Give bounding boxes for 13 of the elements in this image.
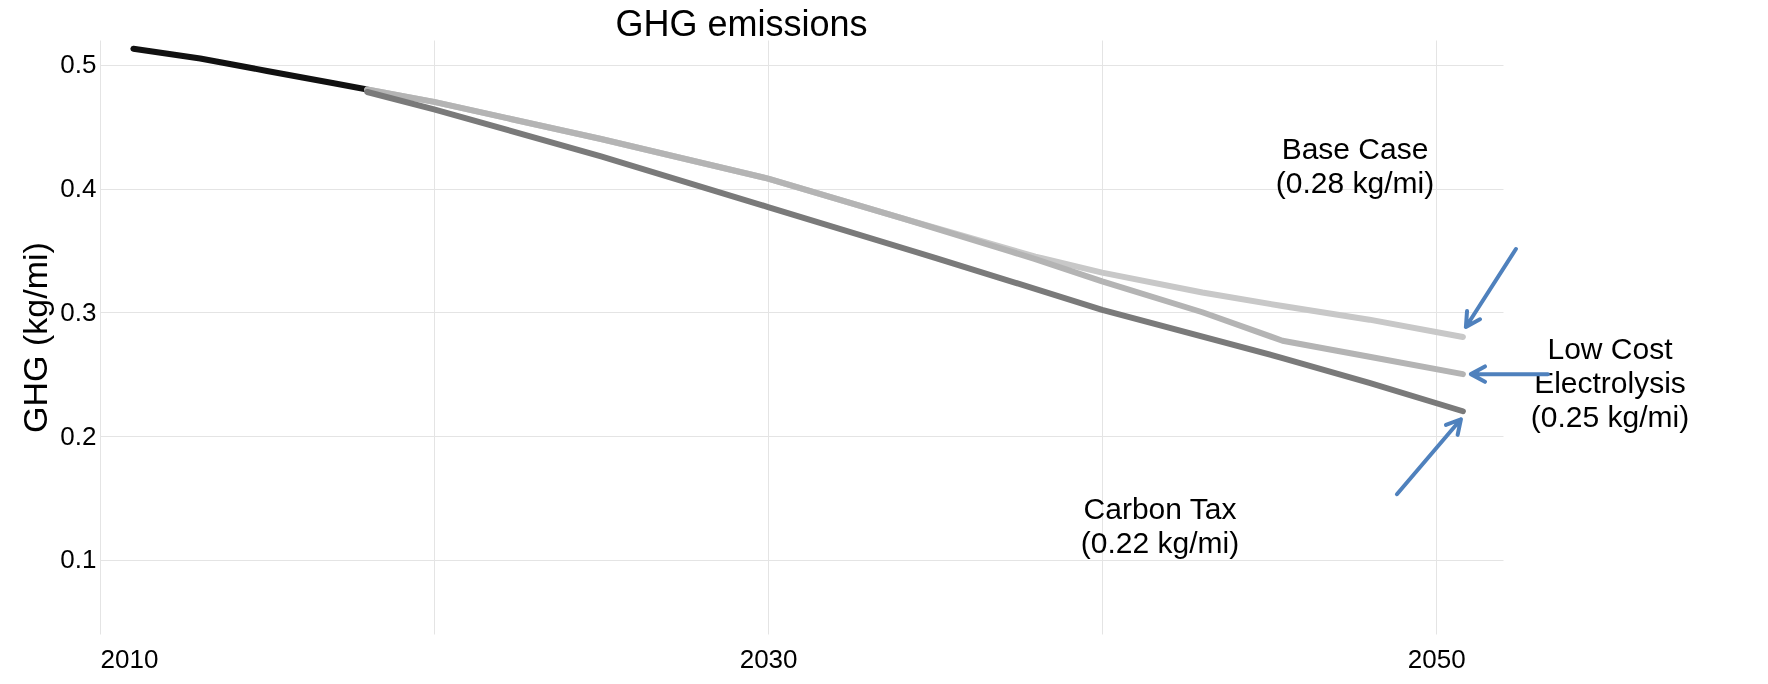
annotation: Base Case (0.28 kg/mi) (1275, 132, 1435, 199)
text: Low Cost Electrolysis (0.25 kg/mi) (1530, 332, 1690, 433)
x-tick-label: 2050 (1407, 643, 1466, 674)
y-tick-label: 0.2 (60, 420, 97, 451)
y-tick-label: 0.5 (60, 49, 97, 80)
y-axis-title: GHG (kg/mi) (16, 242, 55, 433)
y-tick-label: 0.3 (60, 296, 97, 327)
x-tick-label: 2010 (100, 643, 159, 674)
chart-title: GHG emissions (615, 3, 868, 44)
annotation: Carbon Tax (0.22 kg/mi) (1080, 492, 1240, 559)
x-tick-label: 2030 (739, 643, 798, 674)
y-tick-label: 0.1 (60, 544, 97, 575)
y-tick-label: 0.4 (60, 173, 97, 203)
